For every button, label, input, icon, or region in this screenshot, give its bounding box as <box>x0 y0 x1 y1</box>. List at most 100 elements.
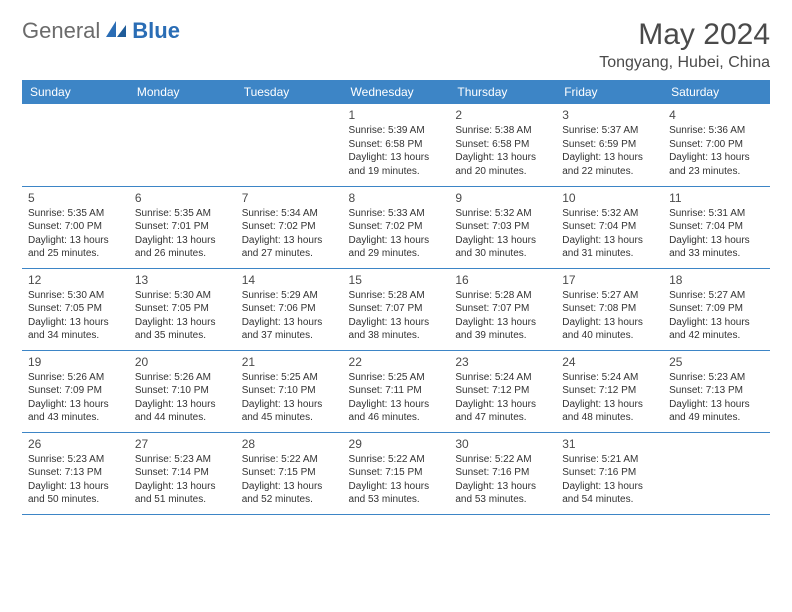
day-details: Sunrise: 5:26 AMSunset: 7:09 PMDaylight:… <box>28 371 123 425</box>
calendar-cell: 26 Sunrise: 5:23 AMSunset: 7:13 PMDayligh… <box>22 432 129 514</box>
calendar-cell: 14Sunrise: 5:29 AMSunset: 7:06 PMDayligh… <box>236 268 343 350</box>
day-number: 24 <box>562 355 657 369</box>
day-details: Sunrise: 5:21 AMSunset: 7:16 PMDaylight:… <box>562 453 657 507</box>
day-number: 22 <box>349 355 444 369</box>
day-header: Tuesday <box>236 80 343 104</box>
calendar-cell: 27Sunrise: 5:23 AMSunset: 7:14 PMDayligh… <box>129 432 236 514</box>
calendar-cell: 20 Sunrise: 5:26 AMSunset: 7:10 PMDayligh… <box>129 350 236 432</box>
day-details: Sunrise: 5:29 AMSunset: 7:06 PMDaylight:… <box>242 289 337 343</box>
logo-text-general: General <box>22 18 100 44</box>
day-number: 21 <box>242 355 337 369</box>
calendar-cell: 6 Sunrise: 5:35 AMSunset: 7:01 PMDaylight… <box>129 186 236 268</box>
day-number: 7 <box>242 191 337 205</box>
day-details: Sunrise: 5:24 AMSunset: 7:12 PMDaylight:… <box>562 371 657 425</box>
logo-text-blue: Blue <box>132 18 180 44</box>
day-header-row: Sunday Monday Tuesday Wednesday Thursday… <box>22 80 770 104</box>
day-number: 17 <box>562 273 657 287</box>
day-details: Sunrise: 5:32 AMSunset: 7:04 PMDaylight:… <box>562 207 657 261</box>
day-details: Sunrise: 5:32 AMSunset: 7:03 PMDaylight:… <box>455 207 550 261</box>
day-number: 4 <box>669 108 764 122</box>
day-details: Sunrise: 5:22 AMSunset: 7:15 PMDaylight:… <box>349 453 444 507</box>
day-number: 6 <box>135 191 230 205</box>
calendar-cell: 31 Sunrise: 5:21 AMSunset: 7:16 PMDayligh… <box>556 432 663 514</box>
day-number: 5 <box>28 191 123 205</box>
day-number: 10 <box>562 191 657 205</box>
day-number: 29 <box>349 437 444 451</box>
day-details: Sunrise: 5:35 AMSunset: 7:01 PMDaylight:… <box>135 207 230 261</box>
calendar-cell: 10 Sunrise: 5:32 AMSunset: 7:04 PMDayligh… <box>556 186 663 268</box>
calendar-cell: 18 Sunrise: 5:27 AMSunset: 7:09 PMDayligh… <box>663 268 770 350</box>
day-header: Sunday <box>22 80 129 104</box>
calendar-row: 12 Sunrise: 5:30 AMSunset: 7:05 PMDayligh… <box>22 268 770 350</box>
day-number: 28 <box>242 437 337 451</box>
day-number: 13 <box>135 273 230 287</box>
calendar-cell <box>129 104 236 186</box>
day-details: Sunrise: 5:23 AMSunset: 7:13 PMDaylight:… <box>28 453 123 507</box>
calendar-cell <box>22 104 129 186</box>
day-number: 12 <box>28 273 123 287</box>
calendar-cell: 9Sunrise: 5:32 AMSunset: 7:03 PMDaylight… <box>449 186 556 268</box>
day-header: Friday <box>556 80 663 104</box>
calendar-cell: 2Sunrise: 5:38 AMSunset: 6:58 PMDaylight… <box>449 104 556 186</box>
day-details: Sunrise: 5:25 AMSunset: 7:11 PMDaylight:… <box>349 371 444 425</box>
calendar-body: 1Sunrise: 5:39 AMSunset: 6:58 PMDaylight… <box>22 104 770 514</box>
day-number: 11 <box>669 191 764 205</box>
day-number: 25 <box>669 355 764 369</box>
calendar-row: 19 Sunrise: 5:26 AMSunset: 7:09 PMDayligh… <box>22 350 770 432</box>
day-number: 20 <box>135 355 230 369</box>
day-number: 31 <box>562 437 657 451</box>
calendar-cell: 16Sunrise: 5:28 AMSunset: 7:07 PMDayligh… <box>449 268 556 350</box>
calendar-cell: 23Sunrise: 5:24 AMSunset: 7:12 PMDayligh… <box>449 350 556 432</box>
location-text: Tongyang, Hubei, China <box>599 54 770 72</box>
calendar-cell: 3 Sunrise: 5:37 AMSunset: 6:59 PMDaylight… <box>556 104 663 186</box>
month-title: May 2024 <box>599 18 770 52</box>
logo: General Blue <box>22 18 180 44</box>
day-details: Sunrise: 5:37 AMSunset: 6:59 PMDaylight:… <box>562 124 657 178</box>
day-header: Monday <box>129 80 236 104</box>
day-details: Sunrise: 5:27 AMSunset: 7:09 PMDaylight:… <box>669 289 764 343</box>
day-number: 3 <box>562 108 657 122</box>
day-number: 27 <box>135 437 230 451</box>
day-details: Sunrise: 5:35 AMSunset: 7:00 PMDaylight:… <box>28 207 123 261</box>
day-number: 26 <box>28 437 123 451</box>
day-details: Sunrise: 5:26 AMSunset: 7:10 PMDaylight:… <box>135 371 230 425</box>
page-header: General Blue May 2024 Tongyang, Hubei, C… <box>22 18 770 72</box>
calendar-row: 1Sunrise: 5:39 AMSunset: 6:58 PMDaylight… <box>22 104 770 186</box>
calendar-cell: 13 Sunrise: 5:30 AMSunset: 7:05 PMDayligh… <box>129 268 236 350</box>
calendar-cell: 15Sunrise: 5:28 AMSunset: 7:07 PMDayligh… <box>343 268 450 350</box>
calendar-cell: 11Sunrise: 5:31 AMSunset: 7:04 PMDayligh… <box>663 186 770 268</box>
day-number: 8 <box>349 191 444 205</box>
title-block: May 2024 Tongyang, Hubei, China <box>599 18 770 72</box>
calendar-cell: 7 Sunrise: 5:34 AMSunset: 7:02 PMDaylight… <box>236 186 343 268</box>
calendar-cell: 1Sunrise: 5:39 AMSunset: 6:58 PMDaylight… <box>343 104 450 186</box>
day-details: Sunrise: 5:30 AMSunset: 7:05 PMDaylight:… <box>28 289 123 343</box>
day-details: Sunrise: 5:30 AMSunset: 7:05 PMDaylight:… <box>135 289 230 343</box>
calendar-cell: 25 Sunrise: 5:23 AMSunset: 7:13 PMDayligh… <box>663 350 770 432</box>
calendar-table: Sunday Monday Tuesday Wednesday Thursday… <box>22 80 770 515</box>
calendar-cell: 29 Sunrise: 5:22 AMSunset: 7:15 PMDayligh… <box>343 432 450 514</box>
day-number: 23 <box>455 355 550 369</box>
day-number: 1 <box>349 108 444 122</box>
day-details: Sunrise: 5:22 AMSunset: 7:15 PMDaylight:… <box>242 453 337 507</box>
day-details: Sunrise: 5:25 AMSunset: 7:10 PMDaylight:… <box>242 371 337 425</box>
calendar-cell: 30Sunrise: 5:22 AMSunset: 7:16 PMDayligh… <box>449 432 556 514</box>
calendar-cell: 4 Sunrise: 5:36 AMSunset: 7:00 PMDaylight… <box>663 104 770 186</box>
calendar-cell: 21 Sunrise: 5:25 AMSunset: 7:10 PMDayligh… <box>236 350 343 432</box>
calendar-cell: 17Sunrise: 5:27 AMSunset: 7:08 PMDayligh… <box>556 268 663 350</box>
calendar-cell: 8 Sunrise: 5:33 AMSunset: 7:02 PMDaylight… <box>343 186 450 268</box>
day-details: Sunrise: 5:34 AMSunset: 7:02 PMDaylight:… <box>242 207 337 261</box>
calendar-cell <box>236 104 343 186</box>
day-details: Sunrise: 5:36 AMSunset: 7:00 PMDaylight:… <box>669 124 764 178</box>
day-details: Sunrise: 5:33 AMSunset: 7:02 PMDaylight:… <box>349 207 444 261</box>
day-number: 15 <box>349 273 444 287</box>
day-number: 19 <box>28 355 123 369</box>
calendar-row: 5 Sunrise: 5:35 AMSunset: 7:00 PMDaylight… <box>22 186 770 268</box>
day-details: Sunrise: 5:23 AMSunset: 7:13 PMDaylight:… <box>669 371 764 425</box>
day-number: 18 <box>669 273 764 287</box>
logo-sail-icon <box>104 19 128 44</box>
day-header: Saturday <box>663 80 770 104</box>
day-details: Sunrise: 5:22 AMSunset: 7:16 PMDaylight:… <box>455 453 550 507</box>
calendar-cell: 19 Sunrise: 5:26 AMSunset: 7:09 PMDayligh… <box>22 350 129 432</box>
calendar-cell: 5 Sunrise: 5:35 AMSunset: 7:00 PMDaylight… <box>22 186 129 268</box>
calendar-cell: 12 Sunrise: 5:30 AMSunset: 7:05 PMDayligh… <box>22 268 129 350</box>
